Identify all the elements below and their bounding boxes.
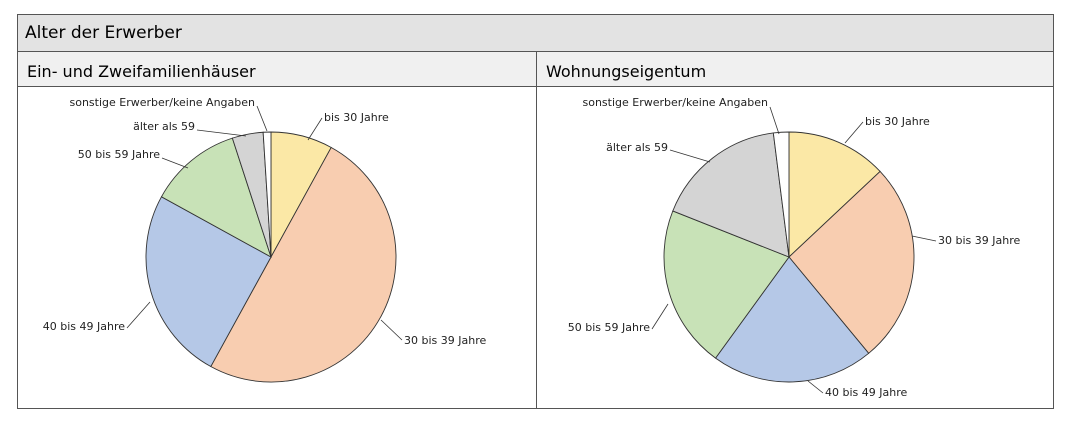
slice-label-0-3: 50 bis 59 Jahre	[78, 148, 160, 161]
leader-line-1-3	[651, 303, 669, 330]
pie-slice-1-0	[788, 131, 881, 259]
slice-label-1-5: sonstige Erwerber/keine Angaben	[583, 96, 769, 109]
slice-label-1-2: 40 bis 49 Jahre	[825, 386, 907, 399]
pie-slice-0-2	[145, 196, 272, 368]
chart-title-houses: Ein- und Zweifamilienhäuser	[27, 62, 256, 81]
leader-line-1-1	[911, 235, 937, 242]
pie-slice-1-1	[788, 170, 915, 354]
leader-line-0-2	[126, 301, 151, 329]
chart-header-houses: Ein- und Zweifamilienhäuser	[18, 52, 536, 87]
slice-label-1-3: 50 bis 59 Jahre	[568, 321, 650, 334]
leader-line-0-0	[307, 117, 323, 141]
leader-line-0-1	[380, 319, 403, 341]
pie-slice-1-4	[672, 132, 790, 258]
leader-line-1-5	[769, 106, 780, 135]
slice-label-1-4: älter als 59	[606, 141, 668, 154]
chart-header-condos: Wohnungseigentum	[536, 52, 1053, 87]
slice-label-0-4: älter als 59	[133, 120, 195, 133]
column-divider	[536, 52, 537, 408]
leader-line-1-4	[669, 149, 711, 163]
slice-label-1-0: bis 30 Jahre	[865, 115, 930, 128]
pie-chart-houses: bis 30 Jahre 30 bis 39 Jahre 40 bis 49 Jah…	[43, 96, 486, 383]
pie-slice-0-5	[262, 131, 272, 258]
panel-title: Alter der Erwerber	[25, 23, 182, 43]
slice-label-0-1: 30 bis 39 Jahre	[404, 334, 486, 347]
pie-slice-1-5	[772, 131, 790, 258]
slice-label-0-2: 40 bis 49 Jahre	[43, 320, 125, 333]
pie-chart-condos: bis 30 Jahre 30 bis 39 Jahre 40 bis 49 Jah…	[568, 96, 1021, 399]
pie-slice-1-2	[714, 256, 870, 383]
pie-slice-1-3	[663, 210, 790, 359]
leader-line-0-4	[196, 129, 247, 137]
panel-title-bar: Alter der Erwerber	[18, 15, 1053, 52]
pie-slice-0-1	[210, 146, 397, 383]
leader-line-0-5	[256, 105, 268, 132]
leader-line-0-3	[161, 157, 189, 169]
slice-label-1-1: 30 bis 39 Jahre	[938, 234, 1020, 247]
slice-label-0-5: sonstige Erwerber/keine Angaben	[70, 96, 256, 109]
leader-line-1-2	[807, 380, 824, 394]
chart-panel: Alter der Erwerber Ein- und Zweifamilien…	[17, 14, 1054, 409]
chart-title-condos: Wohnungseigentum	[546, 62, 707, 81]
slice-label-0-0: bis 30 Jahre	[324, 111, 389, 124]
pie-slice-0-3	[160, 137, 272, 258]
leader-line-1-0	[844, 121, 864, 144]
